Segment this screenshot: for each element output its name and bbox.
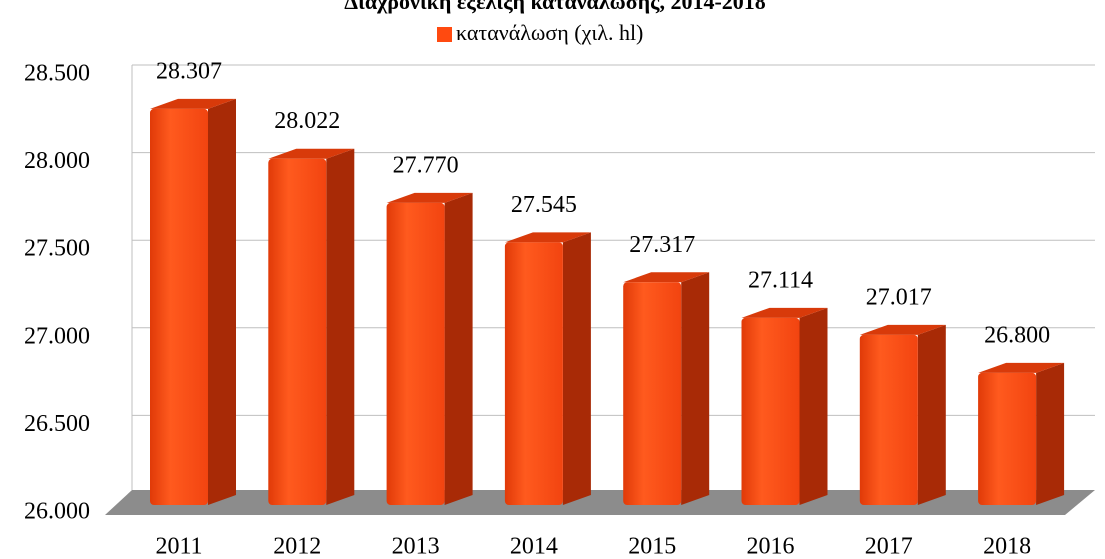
bar bbox=[623, 282, 682, 505]
bar-side bbox=[1036, 362, 1065, 505]
bar bbox=[859, 334, 918, 505]
bar-side bbox=[208, 98, 236, 505]
bar bbox=[741, 317, 800, 505]
y-tick-label: 26.000 bbox=[24, 499, 90, 525]
bar-side bbox=[681, 272, 710, 505]
bar-top bbox=[386, 192, 473, 203]
bar bbox=[504, 242, 563, 506]
data-label: 27.114 bbox=[748, 267, 813, 293]
x-tick-label: 2014 bbox=[510, 534, 558, 559]
bar-top bbox=[268, 148, 355, 159]
bar-top bbox=[623, 272, 710, 283]
bar bbox=[268, 158, 327, 505]
x-tick-label: 2011 bbox=[155, 534, 202, 559]
x-tick-label: 2013 bbox=[392, 534, 440, 559]
x-tick-label: 2012 bbox=[273, 534, 321, 559]
y-tick-label: 27.000 bbox=[24, 323, 90, 349]
y-tick-label: 28.500 bbox=[24, 61, 90, 87]
data-label: 27.317 bbox=[629, 232, 695, 258]
x-tick-label: 2018 bbox=[983, 534, 1031, 559]
legend-label: κατανάλωση (χιλ. hl) bbox=[456, 20, 643, 45]
data-label: 28.307 bbox=[156, 58, 222, 84]
data-label: 27.017 bbox=[866, 284, 932, 310]
bar-top bbox=[150, 98, 236, 109]
bar-top bbox=[978, 362, 1065, 373]
bar-side bbox=[917, 324, 946, 505]
data-label: 27.770 bbox=[393, 152, 459, 178]
bar-side bbox=[444, 192, 473, 505]
bar-side bbox=[799, 307, 828, 505]
bar bbox=[150, 108, 208, 505]
y-tick-label: 27.500 bbox=[24, 236, 90, 262]
data-label: 28.022 bbox=[274, 108, 340, 134]
y-tick-label: 26.500 bbox=[24, 411, 90, 437]
x-tick-label: 2017 bbox=[865, 534, 913, 559]
y-tick-label: 28.000 bbox=[24, 148, 90, 174]
bar bbox=[386, 202, 445, 505]
data-label: 27.545 bbox=[511, 192, 577, 218]
bar-top bbox=[859, 324, 946, 335]
x-tick-label: 2016 bbox=[747, 534, 795, 559]
bar-top bbox=[741, 307, 828, 318]
bar-top bbox=[504, 232, 591, 243]
bar bbox=[978, 372, 1037, 505]
chart-title: Διαχρονική εξέλιξη κατανάλωσης, 2014-201… bbox=[344, 0, 766, 14]
bar-side bbox=[326, 148, 355, 505]
floor bbox=[105, 490, 1095, 515]
data-label: 26.800 bbox=[984, 322, 1050, 348]
legend-swatch bbox=[437, 27, 452, 42]
x-tick-label: 2015 bbox=[628, 534, 676, 559]
bar-side bbox=[562, 232, 591, 506]
